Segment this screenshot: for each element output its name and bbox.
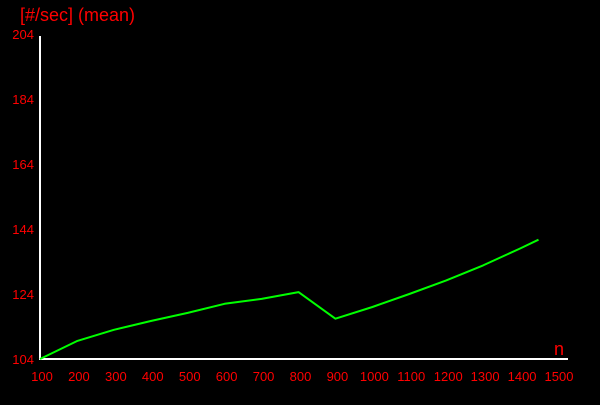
x-tick-labels: 100 200 300 400 500 600 700 800 900 1000 1100 1200 1… (31, 369, 573, 384)
x-tick-label: 1000 (360, 369, 389, 384)
x-tick-label: 700 (253, 369, 275, 384)
x-tick-label: 200 (68, 369, 90, 384)
x-tick-label: 1100 (397, 369, 425, 384)
x-tick-label: 1500 (545, 369, 574, 384)
series-line (39, 238, 539, 360)
x-tick-label: 1400 (508, 369, 537, 384)
y-tick-label: 184 (12, 92, 34, 107)
series (39, 238, 539, 360)
y-tick-label: 144 (12, 222, 34, 237)
x-tick-label: 400 (142, 369, 164, 384)
y-tick-label: 164 (12, 157, 34, 172)
x-tick-label: 500 (179, 369, 201, 384)
x-tick-label: 100 (31, 369, 53, 384)
y-tick-label: 124 (12, 287, 34, 302)
x-tick-label: 800 (290, 369, 312, 384)
y-tick-labels: 104 124 144 164 184 204 (12, 27, 34, 367)
x-tick-label: 900 (327, 369, 349, 384)
y-tick-label: 104 (12, 352, 34, 367)
y-tick-label: 204 (12, 27, 34, 42)
x-tick-label: 1300 (471, 369, 500, 384)
y-axis-title: [#/sec] (mean) (20, 5, 135, 25)
x-tick-label: 600 (216, 369, 238, 384)
x-tick-label: 1200 (434, 369, 463, 384)
x-tick-label: 300 (105, 369, 127, 384)
axes (39, 36, 568, 360)
x-axis-title: n (554, 339, 564, 359)
